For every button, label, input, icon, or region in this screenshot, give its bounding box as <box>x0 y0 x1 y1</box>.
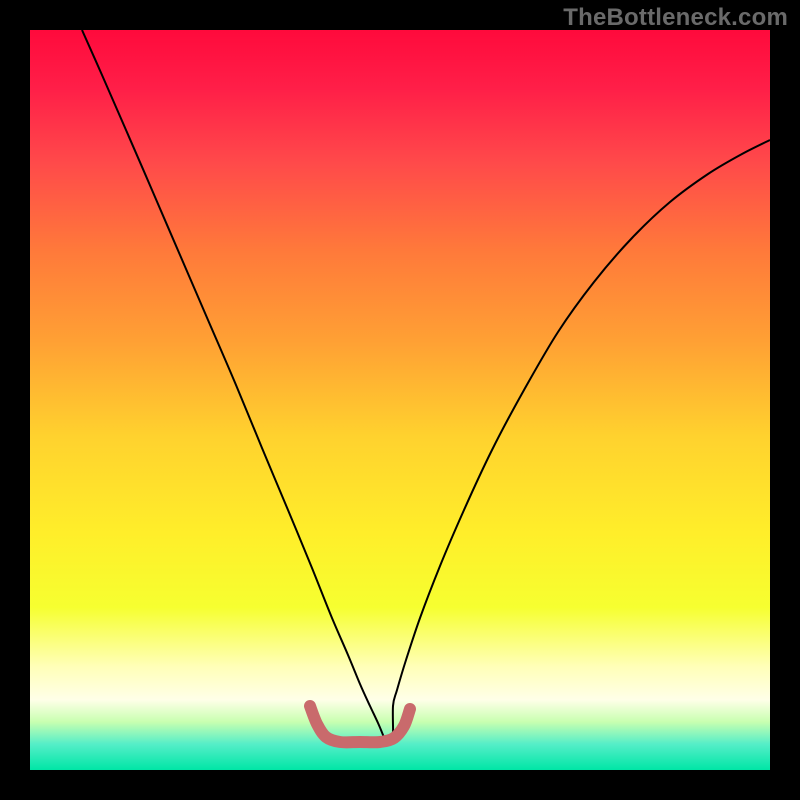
watermark-text: TheBottleneck.com <box>563 4 788 32</box>
bottleneck-curve-chart <box>0 0 800 800</box>
plot-area <box>30 30 770 770</box>
chart-frame: TheBottleneck.com <box>0 0 800 800</box>
